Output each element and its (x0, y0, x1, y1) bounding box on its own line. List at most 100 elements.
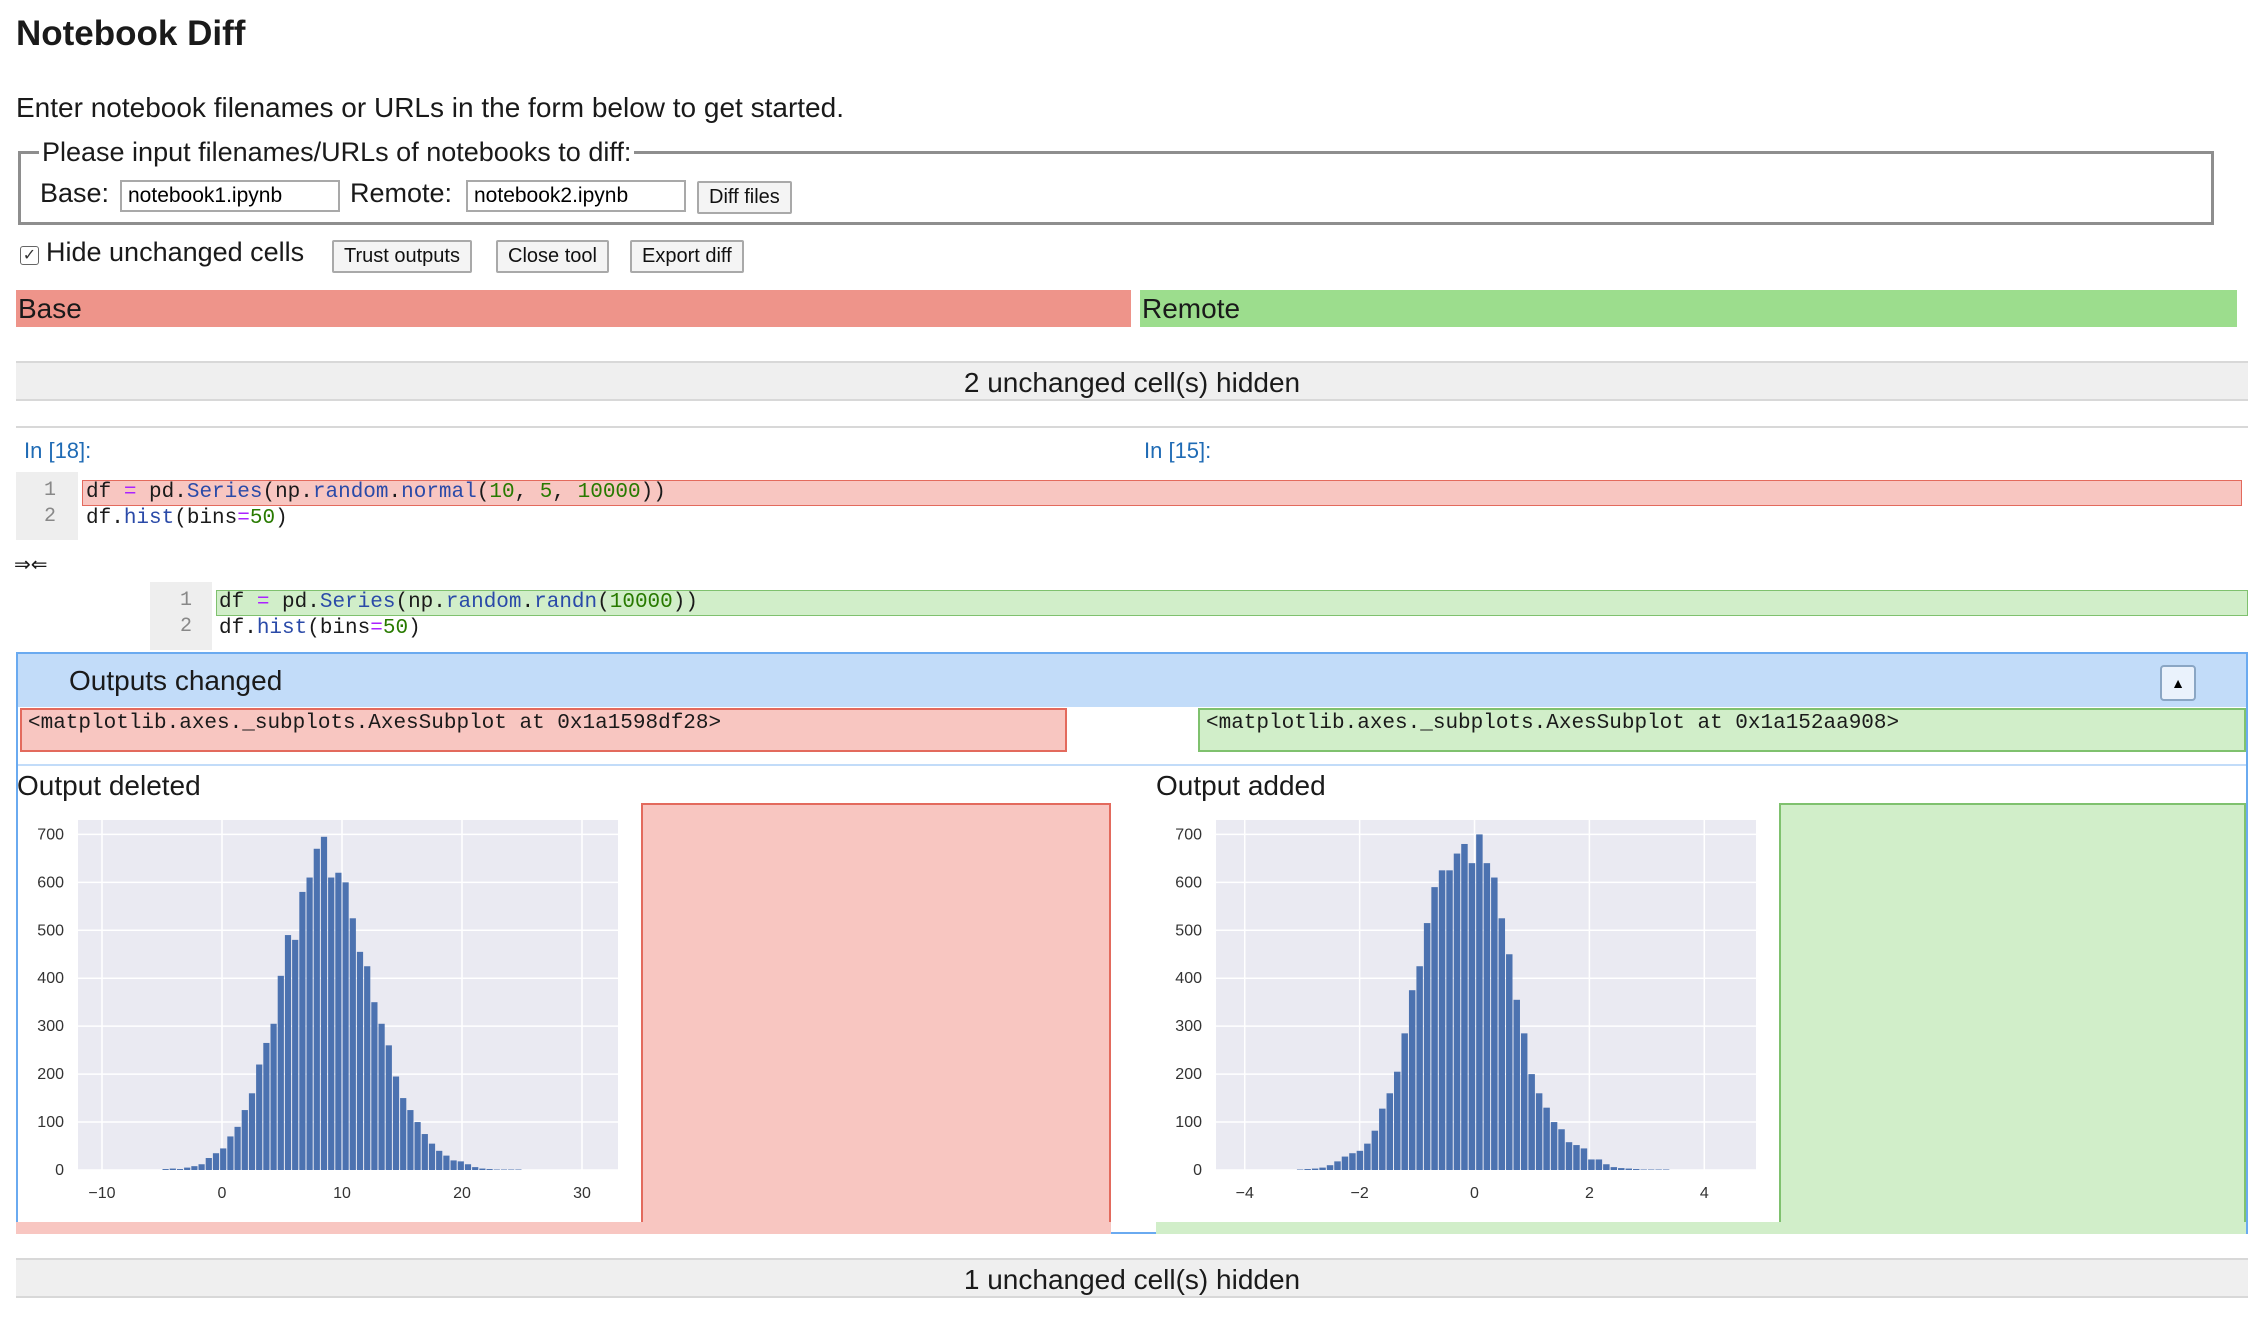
histogram-bar (1356, 1150, 1364, 1170)
histogram-bar (320, 836, 328, 1170)
x-tick-label: −10 (88, 1185, 115, 1202)
x-tick-label: 10 (333, 1185, 351, 1202)
form-legend: Please input filenames/URLs of notebooks… (42, 137, 632, 167)
base-source-gutter (16, 472, 78, 540)
histogram-bar (292, 939, 299, 1170)
added-output-fill (1779, 803, 2246, 1234)
histogram-bar (313, 848, 320, 1170)
histogram-bar (378, 1023, 385, 1170)
histogram-bar (306, 877, 313, 1170)
base-code-line-1: df = pd.Series(np.random.normal(10, 5, 1… (86, 481, 666, 504)
histogram-bar (407, 1110, 414, 1170)
histogram-bar (1468, 863, 1476, 1170)
histogram-bar (385, 1045, 392, 1170)
y-tick-label: 0 (55, 1162, 64, 1179)
deleted-output-fill (641, 803, 1111, 1234)
histogram-bar (1438, 870, 1446, 1170)
histogram-bar (184, 1167, 191, 1170)
histogram-bar (1632, 1169, 1640, 1170)
y-tick-label: 500 (37, 922, 64, 939)
histogram-bar (1506, 954, 1513, 1170)
histogram-bar (1453, 853, 1461, 1170)
remote-filename-input[interactable] (466, 180, 686, 212)
remote-label: Remote: (350, 178, 453, 208)
y-tick-label: 100 (1175, 1114, 1202, 1131)
remote-code-line-1: df = pd.Series(np.random.randn(10000)) (219, 591, 698, 614)
histogram-bar (263, 1042, 270, 1170)
deleted-output-repr: <matplotlib.axes._subplots.AxesSubplot a… (20, 708, 1067, 752)
histogram-bar (479, 1168, 486, 1170)
histogram-bar (277, 975, 284, 1170)
histogram-bar (1311, 1168, 1319, 1170)
histogram-bar (1625, 1168, 1632, 1170)
merge-arrows-icon: ⇒⇐ (14, 554, 48, 576)
histogram-bar (234, 1126, 241, 1170)
base-label: Base: (40, 178, 110, 208)
x-tick-label: 20 (453, 1185, 471, 1202)
histogram-bar (349, 918, 356, 1170)
histogram-bar (400, 1098, 407, 1170)
base-input-prompt: In [18]: (24, 438, 92, 463)
y-tick-label: 200 (1175, 1066, 1202, 1083)
histogram-bar (1550, 1122, 1558, 1170)
unchanged-cells-hidden-bottom[interactable]: 1 unchanged cell(s) hidden (16, 1258, 2248, 1298)
outputs-changed-header[interactable] (18, 654, 2246, 707)
outputs-changed-title: Outputs changed (69, 665, 283, 696)
histogram-bar (450, 1160, 457, 1170)
base-header: Base (16, 290, 1131, 327)
deleted-output-strip (16, 1222, 1111, 1234)
histogram-bar (1304, 1169, 1311, 1170)
collapse-outputs-button[interactable]: ▲ (2160, 665, 2196, 701)
histogram-bar (198, 1164, 205, 1170)
histogram-bar (1371, 1130, 1379, 1170)
histogram-bar (220, 1148, 227, 1170)
base-filename-input[interactable] (120, 180, 340, 212)
histogram-bar (1319, 1167, 1326, 1170)
histogram-bar (1483, 863, 1491, 1170)
intro-text: Enter notebook filenames or URLs in the … (16, 92, 844, 123)
histogram-bar (1588, 1159, 1595, 1170)
histogram-bar (1431, 887, 1438, 1170)
histogram-bar (1535, 1093, 1543, 1170)
histogram-bar (1416, 966, 1423, 1170)
y-tick-label: 200 (37, 1066, 64, 1083)
histogram-bar (1446, 870, 1453, 1170)
y-tick-label: 400 (37, 970, 64, 987)
output-added-label: Output added (1156, 770, 1326, 801)
histogram-bar (486, 1169, 493, 1170)
remote-code-line-2: df.hist(bins=50) (219, 617, 421, 640)
histogram-bar (1565, 1142, 1573, 1170)
diff-form: Please input filenames/URLs of notebooks… (18, 137, 2214, 225)
trust-outputs-button[interactable]: Trust outputs (332, 240, 472, 273)
histogram-bar (328, 877, 335, 1170)
export-diff-button[interactable]: Export diff (630, 240, 744, 273)
histogram-bar (414, 1122, 421, 1170)
y-tick-label: 0 (1193, 1162, 1202, 1179)
base-code-line-2: df.hist(bins=50) (86, 507, 288, 530)
histogram-bar (176, 1169, 184, 1170)
histogram-bar (1520, 1033, 1528, 1170)
histogram-bar (191, 1166, 198, 1170)
line-number: 2 (179, 615, 192, 638)
hide-unchanged-label: Hide unchanged cells (46, 237, 305, 267)
unchanged-cells-hidden-top[interactable]: 2 unchanged cell(s) hidden (16, 361, 2248, 401)
histogram-bar (1573, 1145, 1580, 1170)
added-repr-text: <matplotlib.axes._subplots.AxesSubplot a… (1206, 712, 1900, 735)
histogram-bar (472, 1167, 479, 1170)
close-tool-button[interactable]: Close tool (496, 240, 609, 273)
histogram-bar (1408, 990, 1416, 1170)
x-tick-label: −4 (1236, 1185, 1254, 1202)
added-histogram-chart: −4 −2 0 2 4 0 100 200 300 400 500 600 700 (1156, 806, 1778, 1222)
remote-source-gutter (150, 582, 212, 650)
histogram-bar (284, 935, 292, 1170)
histogram-bar (1379, 1108, 1386, 1170)
histogram-bar (1528, 1074, 1535, 1170)
histogram-bar (1401, 1033, 1408, 1170)
diff-files-button[interactable]: Diff files (697, 181, 792, 214)
histogram-bar (1364, 1143, 1371, 1170)
line-number: 1 (179, 589, 192, 612)
deleted-line-highlight (82, 480, 2242, 506)
hide-unchanged-checkbox[interactable]: ✓ (20, 246, 39, 265)
histogram-bar (428, 1143, 436, 1170)
